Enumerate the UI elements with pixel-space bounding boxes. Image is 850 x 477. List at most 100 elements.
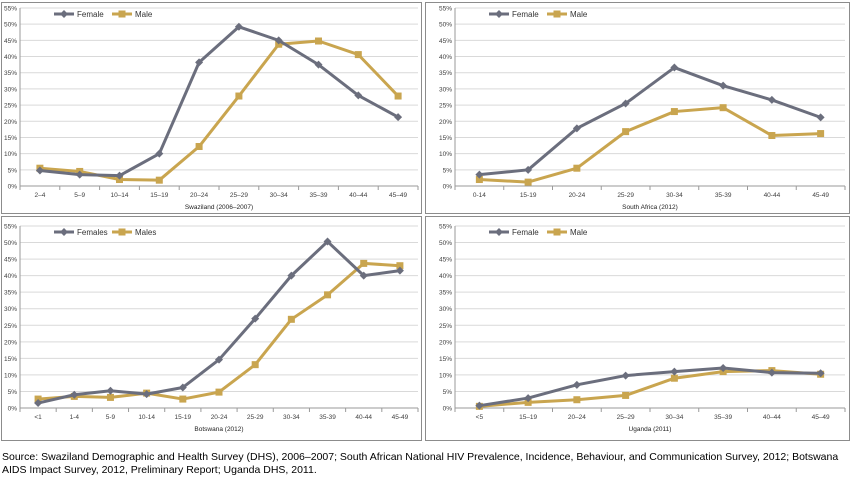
series-line-female <box>479 66 822 177</box>
y-tick-label: 15% <box>439 356 452 363</box>
y-tick-label: 55% <box>4 6 17 13</box>
x-tick-label: 25–29 <box>617 414 635 421</box>
x-tick-label: 25–29 <box>230 192 248 199</box>
data-point-female <box>359 271 368 280</box>
data-point-female <box>621 371 630 380</box>
y-tick-label: 25% <box>4 323 17 330</box>
x-tick-label: 30–34 <box>665 414 683 421</box>
data-point-female <box>816 113 825 122</box>
y-tick-label: 25% <box>439 323 452 330</box>
series-line-male <box>37 261 401 401</box>
y-tick-label: 20% <box>439 339 452 346</box>
data-point-female <box>767 368 776 377</box>
data-point-male <box>360 259 368 267</box>
data-point-female <box>816 369 825 378</box>
y-tick-label: 15% <box>4 356 17 363</box>
data-point-male <box>396 262 404 270</box>
data-point-female <box>572 380 581 389</box>
data-point-female <box>354 91 363 100</box>
y-tick-label: 50% <box>4 240 17 247</box>
x-tick-label: 45-49 <box>392 414 409 421</box>
y-tick-label: 10% <box>4 151 17 158</box>
y-tick-label: 40% <box>4 273 17 280</box>
y-tick-label: 35% <box>439 70 452 77</box>
chart-frame <box>1 2 422 214</box>
data-point-male <box>315 37 322 45</box>
data-point-female <box>70 390 79 399</box>
data-point-male <box>524 178 532 186</box>
y-tick-label: 35% <box>4 290 17 297</box>
x-tick-label: 45-49 <box>812 192 829 199</box>
y-tick-label: 45% <box>439 38 452 45</box>
data-point-female <box>35 166 44 175</box>
x-tick-label: 20-24 <box>211 414 228 421</box>
series-line-female <box>37 240 401 405</box>
x-tick-label: 40-44 <box>355 414 372 421</box>
y-tick-label: 30% <box>439 306 452 313</box>
y-tick-label: 55% <box>439 6 452 13</box>
y-tick-label: 40% <box>4 54 17 61</box>
x-tick-label: 10-14 <box>138 414 155 421</box>
legend-label: Male <box>570 10 588 19</box>
x-tick-label: 35–39 <box>309 192 327 199</box>
data-point-male <box>106 393 114 401</box>
panel-caption: Uganda (2011) <box>629 426 672 433</box>
x-tick-label: 15–19 <box>150 192 168 199</box>
legend-marker <box>495 10 503 18</box>
data-point-male <box>195 143 203 151</box>
legend-marker <box>553 10 561 18</box>
x-tick-label: 40-44 <box>764 192 781 199</box>
source-note: Source: Swaziland Demographic and Health… <box>2 451 839 476</box>
data-point-male <box>622 391 630 399</box>
data-point-female <box>251 314 260 323</box>
y-tick-label: 45% <box>439 257 452 264</box>
x-tick-label: 15-19 <box>520 192 537 199</box>
data-point-female <box>115 171 124 180</box>
data-point-female <box>395 266 404 275</box>
x-tick-label: 1-4 <box>70 414 80 421</box>
y-tick-label: 10% <box>4 372 17 379</box>
data-point-female <box>34 399 43 408</box>
y-tick-label: 30% <box>439 86 452 93</box>
data-point-male <box>817 130 825 138</box>
x-tick-label: 15–19 <box>519 414 537 421</box>
y-tick-label: 30% <box>4 86 17 93</box>
y-tick-label: 40% <box>439 273 452 280</box>
x-tick-label: <5 <box>476 414 484 421</box>
data-point-male <box>670 108 678 116</box>
data-point-male <box>719 104 727 112</box>
x-tick-label: 40–44 <box>349 192 367 199</box>
chart-frame <box>1 216 422 441</box>
legend-label: Males <box>135 228 156 237</box>
data-point-male <box>354 51 362 59</box>
data-point-female <box>274 36 283 45</box>
data-point-male <box>287 315 295 323</box>
data-point-male <box>670 374 678 382</box>
y-tick-label: 20% <box>4 339 17 346</box>
chart-panel-4: 0% 5% 10% 15% 20% 25% 30% 35% 40% 45% 50% 55% <5 15–1… <box>425 216 850 441</box>
legend-marker <box>495 228 503 236</box>
legend-marker <box>118 228 126 236</box>
data-point-female <box>767 95 776 104</box>
x-tick-label: 10–14 <box>110 192 128 199</box>
legend-marker <box>118 10 126 18</box>
chart-panel-1: 0% 5% 10% 15% 20% 25% 30% 35% 40% 45% 50% 55% 2–4 5–9… <box>1 2 422 214</box>
series-line-male <box>39 39 400 182</box>
y-tick-label: 5% <box>8 389 18 396</box>
x-tick-label: 30-34 <box>666 192 683 199</box>
x-tick-label: 2–4 <box>34 192 45 199</box>
data-point-female <box>394 113 403 122</box>
legend-label: Females <box>77 228 108 237</box>
x-tick-label: 30–34 <box>270 192 288 199</box>
x-tick-label: 15-19 <box>175 414 192 421</box>
x-tick-label: 35-39 <box>715 192 732 199</box>
y-tick-label: 0% <box>8 184 18 191</box>
chart-panel-3: 0% 5% 10% 15% 20% 25% 30% 35% 40% 45% 50% 55% <1 1-4 5… <box>1 216 422 441</box>
data-point-male <box>251 361 259 369</box>
data-point-female <box>670 63 679 72</box>
data-point-female <box>155 149 164 158</box>
y-tick-label: 15% <box>439 135 452 142</box>
data-point-male <box>573 164 581 172</box>
data-point-female <box>142 390 151 399</box>
